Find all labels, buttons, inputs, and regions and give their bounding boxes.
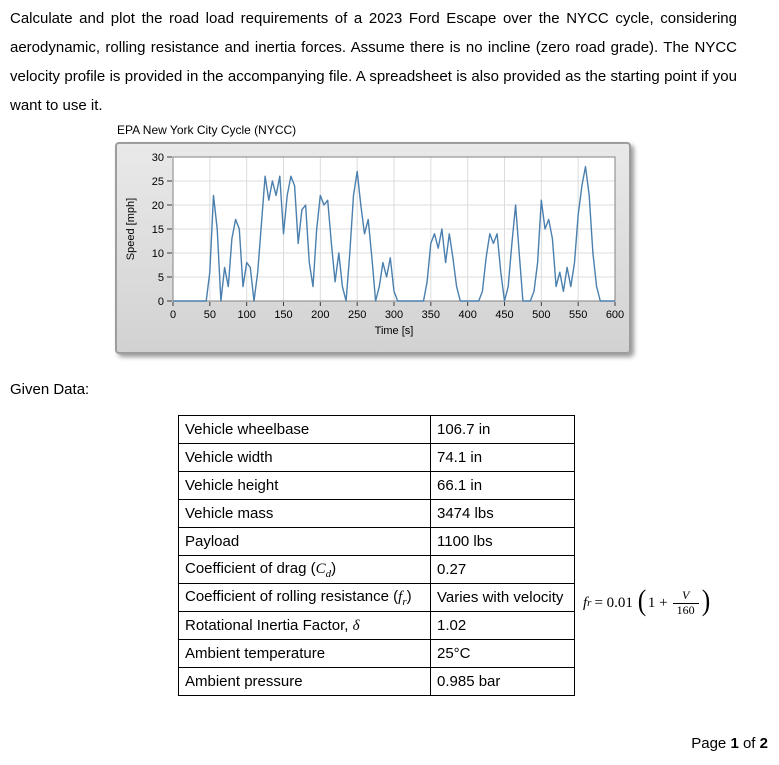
formula-fraction: V 160 xyxy=(672,587,699,618)
chart-x-axis-label: Time [s] xyxy=(374,325,414,337)
parameter-value: 0.985 bar xyxy=(430,667,575,696)
parameter-math-symbol: f xyxy=(398,588,403,605)
svg-text:450: 450 xyxy=(495,309,513,321)
page-footer: Page 1 of 2 xyxy=(691,735,768,752)
parameter-value: 0.27 xyxy=(430,555,575,584)
formula-open-paren: ( xyxy=(637,584,647,617)
parameter-math-symbol: δ xyxy=(352,617,360,634)
table-row: Vehicle width 74.1 in xyxy=(178,443,575,472)
svg-text:300: 300 xyxy=(385,309,403,321)
svg-text:550: 550 xyxy=(569,309,587,321)
parameter-label: Ambient temperature xyxy=(178,639,431,668)
svg-text:20: 20 xyxy=(152,200,164,212)
problem-statement: Calculate and plot the road load require… xyxy=(10,10,737,114)
parameter-label: Rotational Inertia Factor, δ xyxy=(178,611,431,640)
svg-text:400: 400 xyxy=(458,309,476,321)
parameter-math-subscript: r xyxy=(402,595,407,608)
parameter-value: 25°C xyxy=(430,639,575,668)
formula-numerator: V xyxy=(681,587,690,602)
chart-panel: Speed [mph] 0 5 10 15 20 25 30 0 50 100 150 200 250 3… xyxy=(115,142,631,354)
parameter-label: Payload xyxy=(178,527,431,556)
svg-text:250: 250 xyxy=(348,309,366,321)
chart-y-axis-label: Speed [mph] xyxy=(125,197,137,261)
svg-text:5: 5 xyxy=(158,272,164,284)
parameter-value: 3474 lbs xyxy=(430,499,575,528)
given-data-section: Vehicle wheelbase 106.7 in Vehicle width 74… xyxy=(178,415,710,696)
footer-prefix: Page xyxy=(691,735,727,752)
speed-trace-line xyxy=(173,165,615,302)
parameter-label: Coefficient of rolling resistance (fr) xyxy=(178,583,431,612)
svg-text:15: 15 xyxy=(152,224,164,236)
svg-text:600: 600 xyxy=(606,309,624,321)
given-data-label: Given Data: xyxy=(10,381,90,398)
table-row: Payload 1100 lbs xyxy=(178,527,575,556)
formula-equals: = 0.01 xyxy=(594,594,633,611)
parameter-label: Vehicle wheelbase xyxy=(178,415,431,444)
table-row: Ambient pressure 0.985 bar xyxy=(178,667,575,696)
formula-close-paren: ) xyxy=(701,584,710,617)
x-axis-ticks: 0 50 100 150 200 250 300 350 400 450 500 550 600 xyxy=(170,302,624,321)
formula-inner-term: 1 + xyxy=(647,594,668,611)
svg-text:500: 500 xyxy=(532,309,550,321)
parameter-value: Varies with velocity xyxy=(430,583,575,612)
parameter-value: 106.7 in xyxy=(430,415,575,444)
parameter-label: Vehicle height xyxy=(178,471,431,500)
svg-text:100: 100 xyxy=(237,309,255,321)
table-row: Vehicle height 66.1 in xyxy=(178,471,575,500)
table-row: Vehicle mass 3474 lbs xyxy=(178,499,575,528)
svg-text:50: 50 xyxy=(204,309,216,321)
footer-middle: of xyxy=(742,735,756,752)
parameter-value: 74.1 in xyxy=(430,443,575,472)
svg-text:25: 25 xyxy=(152,176,164,188)
formula-denominator: 160 xyxy=(672,602,699,618)
table-row: Ambient temperature 25°C xyxy=(178,639,575,668)
parameter-label: Vehicle mass xyxy=(178,499,431,528)
parameter-value: 66.1 in xyxy=(430,471,575,500)
svg-text:0: 0 xyxy=(170,309,176,321)
parameter-label: Coefficient of drag (Cd) xyxy=(178,555,431,584)
footer-page-number: 1 xyxy=(730,735,739,752)
y-axis-ticks: 0 5 10 15 20 25 30 xyxy=(152,153,172,308)
svg-text:150: 150 xyxy=(274,309,292,321)
given-data-table: Vehicle wheelbase 106.7 in Vehicle width 74… xyxy=(178,415,575,696)
parameter-math-subscript: d xyxy=(325,567,332,580)
gridlines xyxy=(173,157,615,301)
chart-title: EPA New York City Cycle (NYCC) xyxy=(117,123,297,137)
parameter-label: Ambient pressure xyxy=(178,667,431,696)
svg-text:200: 200 xyxy=(311,309,329,321)
nycc-chart: EPA New York City Cycle (NYCC) Speed [mp… xyxy=(115,123,631,354)
table-row: Coefficient of drag (Cd) 0.27 xyxy=(178,555,575,584)
svg-text:30: 30 xyxy=(152,153,164,164)
svg-text:350: 350 xyxy=(422,309,440,321)
plot-frame xyxy=(172,156,616,302)
parameter-value: 1.02 xyxy=(430,611,575,640)
table-row: Coefficient of rolling resistance (fr) Va… xyxy=(178,583,575,612)
svg-text:10: 10 xyxy=(152,248,164,260)
footer-page-total: 2 xyxy=(759,735,768,752)
parameter-value: 1100 lbs xyxy=(430,527,575,556)
table-row: Rotational Inertia Factor, δ 1.02 xyxy=(178,611,575,640)
table-row: Vehicle wheelbase 106.7 in xyxy=(178,415,575,444)
parameter-math-symbol: C xyxy=(315,560,326,577)
parameter-label: Vehicle width xyxy=(178,443,431,472)
formula-symbol-subscript: r xyxy=(587,597,592,609)
formula-symbol: f xyxy=(583,594,588,611)
svg-text:0: 0 xyxy=(158,296,164,308)
